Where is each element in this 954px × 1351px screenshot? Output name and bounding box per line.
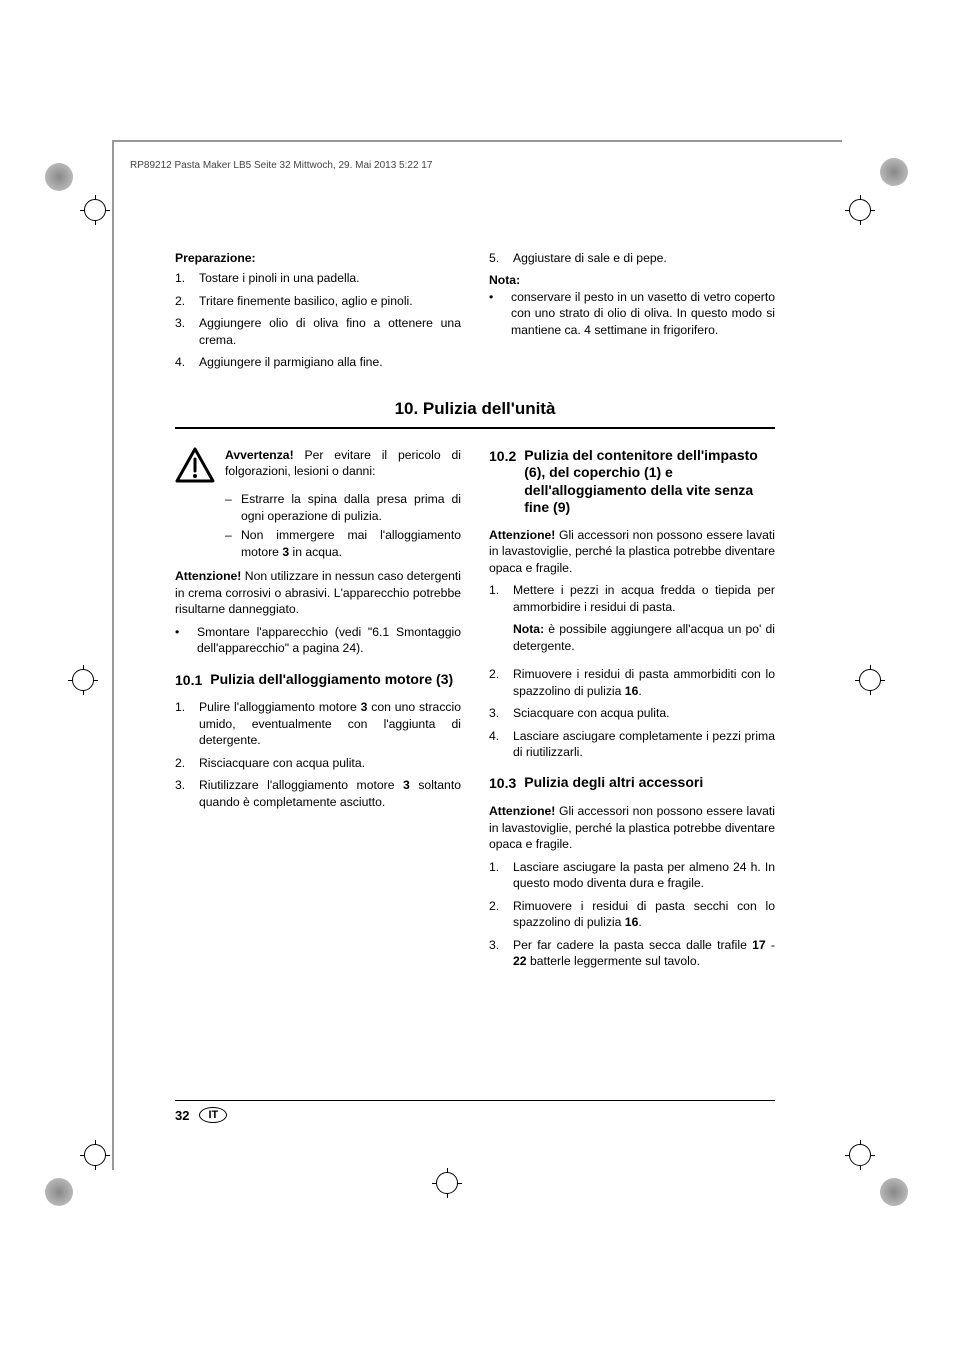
list-item: 3.Per far cadere la pasta secca dalle tr… bbox=[489, 937, 775, 970]
crop-dot-tr bbox=[880, 158, 908, 186]
country-badge: IT bbox=[199, 1107, 227, 1123]
list-item: 2.Risciacquare con acqua pulita. bbox=[175, 755, 461, 771]
list-item: 3.Sciacquare con acqua pulita. bbox=[489, 705, 775, 721]
list-item: –Non immergere mai l'alloggiamento motor… bbox=[225, 527, 461, 560]
warning-block: Avvertenza! Per evitare il pericolo di f… bbox=[175, 447, 461, 487]
reg-mark-bot-right bbox=[845, 1140, 875, 1170]
list-item: –Estrarre la spina dalla presa prima di … bbox=[225, 491, 461, 524]
list-item: 1.Lasciare asciugare la pasta per almeno… bbox=[489, 859, 775, 892]
prep-list: 1.Tostare i pinoli in una padella. 2.Tri… bbox=[175, 270, 461, 370]
frame-left bbox=[112, 140, 114, 1170]
list-item: 3.Aggiungere olio di oliva fino a ottene… bbox=[175, 315, 461, 348]
col-left-top: Preparazione: 1.Tostare i pinoli in una … bbox=[175, 250, 461, 377]
list-item: •Smontare l'apparecchio (vedi "6.1 Smont… bbox=[175, 624, 461, 657]
section-columns: Avvertenza! Per evitare il pericolo di f… bbox=[175, 447, 775, 976]
list-item: 4.Aggiungere il parmigiano alla fine. bbox=[175, 354, 461, 370]
reg-mark-mid-right bbox=[855, 665, 885, 695]
list-item: 1.Tostare i pinoli in una padella. bbox=[175, 270, 461, 286]
warning-text: Avvertenza! Per evitare il pericolo di f… bbox=[225, 447, 461, 487]
section-rule bbox=[175, 427, 775, 429]
reg-mark-mid-left bbox=[68, 665, 98, 695]
col-right-top: 5.Aggiustare di sale e di pepe. Nota: •c… bbox=[489, 250, 775, 377]
section-10-title: 10. Pulizia dell'unità bbox=[175, 399, 775, 419]
crop-dot-tl bbox=[45, 163, 73, 191]
list-item: 4.Lasciare asciugare completamente i pez… bbox=[489, 728, 775, 761]
reg-mark-bot-mid bbox=[432, 1168, 462, 1198]
nota-bullet: •conservare il pesto in un vasetto di ve… bbox=[489, 289, 775, 338]
frame-top bbox=[112, 140, 842, 142]
heading-10-2: 10.2 Pulizia del contenitore dell'impast… bbox=[489, 447, 775, 517]
crop-dot-br bbox=[880, 1178, 908, 1206]
list-10-2: 1. Mettere i pezzi in acqua fredda o tie… bbox=[489, 582, 775, 760]
col-right: 10.2 Pulizia del contenitore dell'impast… bbox=[489, 447, 775, 976]
crop-dot-bl bbox=[45, 1178, 73, 1206]
page-number: 32 bbox=[175, 1108, 189, 1123]
attention-2: Attenzione! Gli accessori non possono es… bbox=[489, 527, 775, 576]
reg-mark-top-right bbox=[845, 195, 875, 225]
heading-10-1: 10.1 Pulizia dell'alloggiamento motore (… bbox=[175, 671, 461, 690]
reg-mark-top-left bbox=[80, 195, 110, 225]
page-footer: 32 IT bbox=[175, 1100, 775, 1123]
list-item: 2.Tritare finemente basilico, aglio e pi… bbox=[175, 293, 461, 309]
reg-mark-bot-left bbox=[80, 1140, 110, 1170]
top-columns: Preparazione: 1.Tostare i pinoli in una … bbox=[175, 250, 775, 377]
prep-heading: Preparazione: bbox=[175, 250, 461, 266]
page-content: Preparazione: 1.Tostare i pinoli in una … bbox=[175, 250, 775, 976]
list-10-1: 1.Pulire l'alloggiamento motore 3 con un… bbox=[175, 699, 461, 810]
list-item: 1.Pulire l'alloggiamento motore 3 con un… bbox=[175, 699, 461, 748]
warning-icon bbox=[175, 447, 217, 487]
list-item: 3.Riutilizzare l'alloggiamento motore 3 … bbox=[175, 777, 461, 810]
disassemble-bullet: •Smontare l'apparecchio (vedi "6.1 Smont… bbox=[175, 624, 461, 657]
nota-label: Nota: bbox=[489, 272, 775, 288]
attention-1: Attenzione! Non utilizzare in nessun cas… bbox=[175, 568, 461, 617]
heading-10-3: 10.3 Pulizia degli altri accessori bbox=[489, 774, 775, 793]
list-item: 5.Aggiustare di sale e di pepe. bbox=[489, 250, 775, 266]
prep-list-cont: 5.Aggiustare di sale e di pepe. bbox=[489, 250, 775, 266]
print-header: RP89212 Pasta Maker LB5 Seite 32 Mittwoc… bbox=[130, 160, 432, 171]
attention-3: Attenzione! Gli accessori non possono es… bbox=[489, 803, 775, 852]
list-item: •conservare il pesto in un vasetto di ve… bbox=[489, 289, 775, 338]
list-item: 2.Rimuovere i residui di pasta secchi co… bbox=[489, 898, 775, 931]
list-item: 1. Mettere i pezzi in acqua fredda o tie… bbox=[489, 582, 775, 660]
col-left: Avvertenza! Per evitare il pericolo di f… bbox=[175, 447, 461, 976]
list-10-3: 1.Lasciare asciugare la pasta per almeno… bbox=[489, 859, 775, 970]
warning-dash-list: –Estrarre la spina dalla presa prima di … bbox=[175, 491, 461, 560]
list-item: 2.Rimuovere i residui di pasta ammorbidi… bbox=[489, 666, 775, 699]
